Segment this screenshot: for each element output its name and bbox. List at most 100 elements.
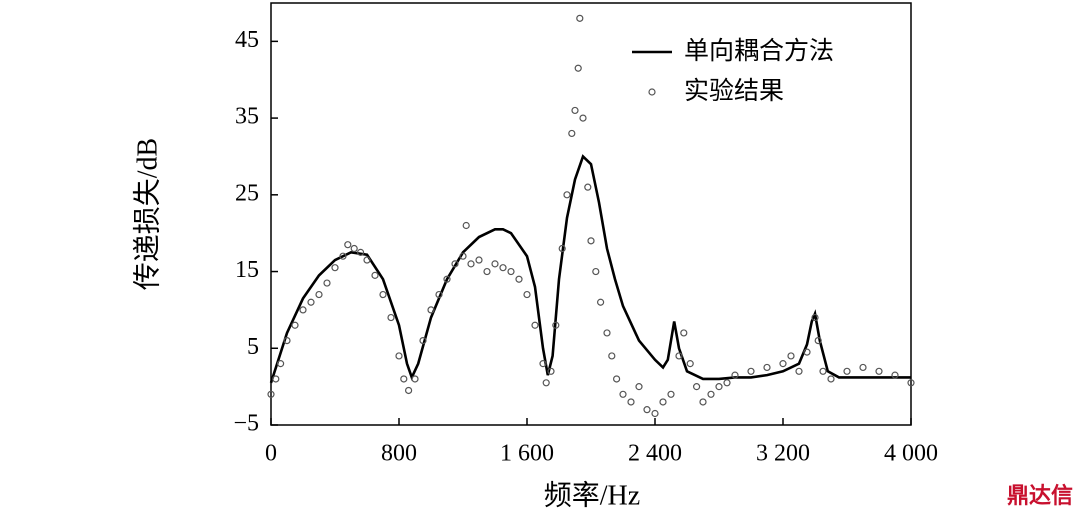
data-point (651, 409, 659, 418)
data-point (267, 390, 275, 398)
data-point (667, 390, 675, 398)
y-tick-label: 5 (247, 334, 259, 360)
data-point (435, 290, 443, 299)
data-point (723, 379, 731, 387)
data-point (584, 183, 592, 191)
data-point (523, 290, 531, 299)
data-point (539, 360, 547, 368)
data-point (344, 241, 352, 249)
data-point (531, 321, 539, 329)
plot-frame (270, 2, 912, 426)
x-tick-label: 4 000 (884, 441, 938, 467)
data-point (483, 267, 491, 276)
data-point (283, 337, 291, 345)
data-point (875, 367, 883, 375)
data-point (558, 244, 566, 253)
data-point (612, 375, 621, 383)
data-point (299, 306, 307, 314)
data-point (627, 398, 635, 406)
data-point (395, 352, 403, 360)
data-point (491, 260, 499, 268)
data-point (542, 379, 550, 387)
data-point (603, 329, 611, 337)
data-point (814, 337, 822, 345)
data-point (291, 321, 299, 329)
model-line (269, 154, 911, 384)
data-point (659, 398, 667, 406)
data-point (405, 386, 413, 395)
data-point (635, 383, 643, 391)
x-tick-label: 2 400 (628, 441, 682, 467)
x-tick-label: 1 600 (500, 441, 554, 467)
data-point (686, 360, 694, 368)
y-tick-label: 35 (235, 104, 259, 130)
data-point (763, 363, 771, 372)
data-point (331, 264, 339, 272)
data-point (843, 367, 851, 375)
data-point (803, 348, 811, 356)
data-point (819, 367, 827, 375)
data-point (507, 267, 515, 276)
data-point (680, 329, 688, 337)
data-point (779, 360, 787, 368)
data-point (715, 383, 723, 391)
data-point (571, 106, 579, 115)
y-axis-label: 传递损失/dB (131, 138, 163, 290)
data-point (891, 371, 899, 379)
data-point (459, 252, 467, 260)
x-tick-label: 0 (265, 441, 277, 467)
data-point (427, 306, 435, 314)
data-point (563, 191, 571, 199)
data-point (592, 267, 600, 276)
data-point (363, 256, 371, 264)
data-point (411, 375, 419, 383)
data-point (307, 298, 315, 306)
data-point (731, 371, 739, 379)
data-point (451, 260, 459, 268)
data-point (323, 279, 331, 287)
x-tick-label: 3 200 (756, 441, 810, 467)
data-point (467, 260, 475, 268)
data-point (277, 360, 285, 368)
data-point (787, 352, 795, 360)
data-point (547, 367, 555, 375)
data-point (475, 256, 483, 264)
data-point (462, 221, 470, 230)
data-point (576, 14, 584, 22)
data-point (400, 375, 408, 383)
data-point (747, 367, 755, 375)
data-point (699, 398, 707, 406)
data-point (907, 379, 915, 387)
y-tick-label: 25 (235, 180, 259, 206)
x-axis-label: 频率/Hz (544, 479, 640, 511)
watermark: 鼎达信 (1007, 483, 1073, 509)
data-point (859, 363, 867, 372)
x-tick-label: 800 (381, 441, 417, 467)
data-point (619, 390, 627, 398)
data-point (387, 313, 395, 322)
data-point (371, 271, 379, 279)
data-point (339, 252, 347, 260)
data-point (315, 290, 323, 299)
data-point (574, 64, 582, 72)
data-point (443, 275, 451, 283)
data-point (707, 390, 715, 398)
data-point (608, 352, 616, 360)
data-point (552, 321, 560, 329)
data-point (419, 337, 427, 345)
data-point (579, 114, 587, 122)
data-point (811, 313, 819, 322)
data-point (675, 352, 683, 360)
y-tick-label: 15 (235, 257, 259, 283)
y-tick-label: 45 (235, 27, 259, 53)
data-point (515, 275, 523, 283)
data-point (350, 244, 358, 253)
legend-label: 单向耦合方法 (684, 36, 834, 65)
data-point (568, 129, 576, 138)
legend-label: 实验结果 (684, 76, 784, 105)
data-point (587, 237, 595, 245)
data-point (379, 290, 387, 299)
data-point (795, 367, 803, 375)
data-point (643, 406, 651, 414)
